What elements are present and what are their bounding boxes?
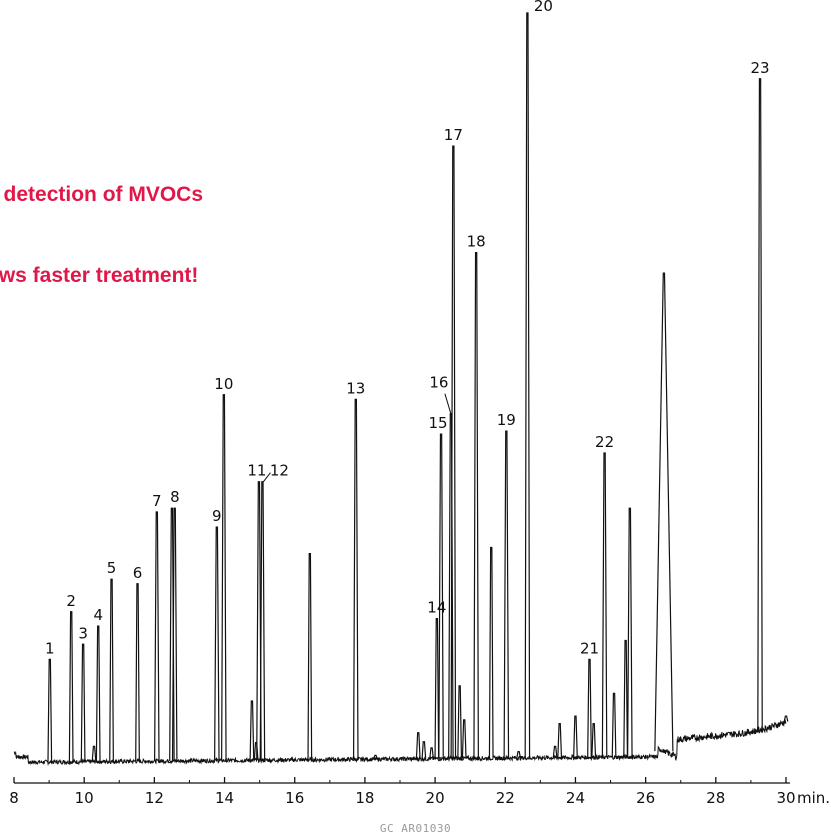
- peak-unlabeled-11: [461, 719, 467, 759]
- x-tick-label-22: 22: [496, 789, 515, 807]
- peak-5: [109, 578, 114, 762]
- peak-unlabeled-13: [516, 751, 521, 759]
- peak-label-17: 17: [444, 126, 463, 144]
- peak-8: [169, 507, 175, 761]
- peak-unlabeled-5: [307, 552, 313, 760]
- peak-12-leader: [263, 472, 271, 483]
- peak-23: [757, 78, 763, 730]
- peak-label-10: 10: [214, 375, 233, 393]
- peak-21: [587, 658, 592, 758]
- x-tick-label-26: 26: [636, 789, 655, 807]
- peak-15: [438, 433, 444, 759]
- peak-14: [434, 617, 440, 759]
- peak-12: [259, 481, 266, 761]
- x-tick-label-30: 30: [776, 789, 795, 807]
- peak-label-11: 11: [247, 462, 266, 480]
- peak-label-6: 6: [133, 564, 143, 582]
- peak-6: [135, 583, 140, 762]
- chromatogram-trace-layer: [13, 12, 789, 766]
- chromatogram-code: GC AR01030: [379, 822, 452, 835]
- peak-16-leader: [444, 393, 452, 414]
- peak-11: [256, 481, 262, 761]
- peak-10: [221, 394, 227, 761]
- headline-line-2: ows faster treatment!: [0, 264, 199, 287]
- peak-label-18: 18: [467, 233, 486, 251]
- peak-unlabeled-18: [611, 692, 617, 758]
- peak-label-12: 12: [270, 462, 289, 480]
- peak-4: [95, 625, 101, 762]
- x-tick-label-28: 28: [706, 789, 725, 807]
- peak-label-15: 15: [429, 414, 448, 432]
- peak-label-5: 5: [107, 559, 117, 577]
- peak-7: [154, 511, 160, 762]
- baseline-trace: [13, 719, 787, 766]
- peak-22: [601, 452, 608, 758]
- peak-unlabeled-3: [249, 700, 255, 761]
- peak-label-20: 20: [534, 0, 553, 15]
- peak-unlabeled-19: [623, 639, 629, 758]
- peak-label-16: 16: [429, 374, 448, 392]
- peak-label-23: 23: [750, 59, 769, 77]
- peak-18: [473, 252, 479, 759]
- peak-unlabeled-20: [627, 507, 633, 758]
- peak-label-1: 1: [45, 639, 55, 657]
- peak-3: [80, 643, 86, 762]
- peak-20: [524, 12, 531, 758]
- peak-unlabeled-7: [415, 732, 421, 759]
- peak-9: [214, 526, 220, 761]
- headline: y detection of MVOCs ows faster treatmen…: [0, 127, 203, 316]
- peak-2: [68, 611, 74, 762]
- x-tick-label-24: 24: [566, 789, 585, 807]
- x-axis: 8 10 12 14 16 18 20 22 24 26 28 30 min.: [9, 777, 830, 807]
- peak-label-19: 19: [497, 411, 516, 429]
- x-tick-label-12: 12: [145, 789, 164, 807]
- peak-label-7: 7: [152, 492, 162, 510]
- peak-unlabeled-10: [457, 685, 463, 759]
- peak-unlabeled-14: [552, 745, 558, 758]
- peak-19: [503, 430, 510, 759]
- x-axis-unit: min.: [797, 789, 830, 807]
- peak-unlabeled-17: [591, 723, 597, 758]
- peak-label-14: 14: [427, 599, 446, 617]
- x-tick-label-16: 16: [285, 789, 304, 807]
- peak-label-13: 13: [346, 379, 365, 397]
- peak-17: [450, 145, 457, 759]
- peak-unlabeled-15: [557, 723, 563, 758]
- peak-label-3: 3: [78, 624, 88, 642]
- peak-unlabeled-16: [573, 715, 578, 758]
- peak-label-21: 21: [580, 639, 599, 657]
- peak-unlabeled-6: [373, 754, 378, 760]
- peak-unlabeled-9: [429, 747, 434, 759]
- peak-label-8: 8: [170, 488, 180, 506]
- x-tick-label-18: 18: [355, 789, 374, 807]
- peak-unlabeled-12: [488, 546, 494, 759]
- peak-unlabeled-1: [91, 745, 97, 762]
- peak-label-9: 9: [212, 507, 222, 525]
- peak-1: [47, 658, 53, 763]
- x-tick-label-8: 8: [9, 789, 19, 807]
- peak-label-2: 2: [66, 592, 76, 610]
- x-tick-label-14: 14: [215, 789, 234, 807]
- peak-label-22: 22: [595, 433, 614, 451]
- peak-label-4: 4: [93, 606, 103, 624]
- headline-line-1: y detection of MVOCs: [0, 183, 204, 206]
- x-tick-label-10: 10: [75, 789, 94, 807]
- peak-unlabeled-8: [421, 741, 427, 759]
- peak-unlabeled-22: [783, 715, 789, 722]
- peak-unlabeled-21: [654, 272, 674, 752]
- x-tick-label-20: 20: [426, 789, 445, 807]
- peak-13: [352, 398, 359, 760]
